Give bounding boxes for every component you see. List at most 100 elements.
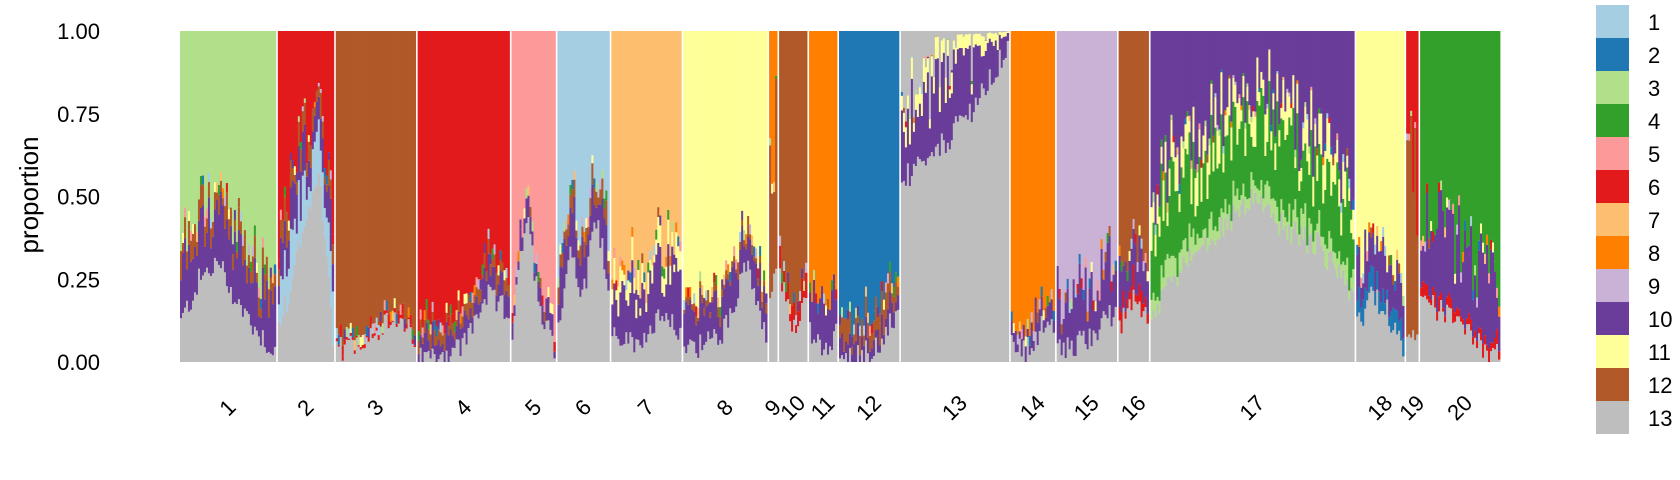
bar-segment [1176,285,1179,362]
bar-segment [1376,31,1379,226]
bar-segment [727,327,730,362]
bar-segment [1176,276,1179,286]
bar-segment [1390,264,1393,312]
bar-segment [1476,31,1479,298]
bar-segment [423,332,427,353]
bar-segment [1286,134,1289,222]
bar-segment [643,272,646,283]
bar-segment [611,289,614,305]
bar-segment [201,275,205,362]
bar-segment [1172,31,1175,136]
bar-segment [199,207,203,280]
bar-segment [441,352,444,362]
bar-segment [359,349,363,362]
bar-segment [1296,31,1299,81]
bar-segment [589,188,592,199]
bar-segment [721,279,724,290]
bar-segment [551,304,554,315]
bar-segment [287,240,291,269]
bar-segment [1108,305,1111,362]
bar-segment [1456,307,1459,317]
bar-segment [377,335,381,340]
bar-segment [797,311,800,327]
bar-segment [317,86,321,97]
y-tick-label: 0.25 [57,267,100,292]
bar-segment [1304,106,1307,144]
bar-segment [693,31,696,294]
bar-segment [1086,31,1090,312]
bar-segment [703,344,706,362]
bar-segment [635,318,638,340]
bar-segment [327,185,331,223]
bar-segment [912,122,916,132]
bar-segment [1314,230,1317,255]
bar-segment [1306,31,1309,115]
bar-segment [345,326,349,337]
bar-segment [645,31,648,294]
bar-segment [191,258,195,301]
bar-segment [757,31,760,269]
bar-segment [335,31,339,329]
bar-segment [1448,31,1451,200]
bar-segment [805,298,808,362]
bar-segment [527,31,530,186]
bar-segment [279,237,283,276]
bar-segment [1470,319,1473,331]
bar-segment [687,304,690,345]
bar-segment [781,282,784,292]
bar-segment [1156,296,1159,304]
bar-segment [725,31,728,261]
bar-segment [1382,236,1385,289]
bar-segment [1232,77,1235,102]
bar-segment [1074,356,1078,362]
bar-segment [589,198,592,216]
bar-segment [493,244,496,255]
bar-segment [225,286,229,362]
bar-segment [727,274,730,281]
bar-segment [473,302,476,316]
bar-segment [463,31,466,294]
bar-segment [585,217,588,228]
bar-segment [1146,313,1149,324]
bar-segment [257,287,261,298]
bar-segment [1234,195,1237,213]
bar-segment [805,272,808,299]
bar-segment [491,258,494,267]
bar-segment [361,31,365,336]
bar-segment [1036,345,1040,362]
bar-segment [1244,128,1247,156]
bar-segment [313,106,317,116]
bar-segment [1208,174,1211,219]
bar-segment [529,206,532,217]
bar-segment [990,41,994,85]
bar-segment [1436,31,1439,230]
bar-segment [1462,252,1465,263]
bar-segment [187,244,191,312]
bar-segment [1436,312,1439,321]
bar-segment [665,284,668,314]
bar-segment [1486,350,1489,362]
y-tick-label: 0.75 [57,102,100,127]
bar-segment [926,158,930,362]
bar-segment [1258,88,1261,93]
bar-segment [283,295,287,362]
bar-segment [1302,150,1305,214]
bar-segment [1408,31,1411,134]
bar-segment [753,260,756,289]
bar-segment [375,327,379,331]
bar-segment [301,232,305,362]
bar-segment [1216,124,1219,131]
bar-segment [1380,311,1383,362]
bar-segment [1030,348,1034,362]
bar-segment [743,31,746,231]
bar-segment [641,282,644,348]
bar-segment [1462,262,1465,320]
bar-segment [1078,330,1082,362]
bar-segment [1162,180,1165,221]
bar-segment [537,281,540,302]
bar-segment [1034,297,1038,308]
bar-segment [1486,244,1489,345]
bar-segment [371,333,375,339]
bar-segment [369,316,373,327]
bar-segment [1150,319,1153,362]
